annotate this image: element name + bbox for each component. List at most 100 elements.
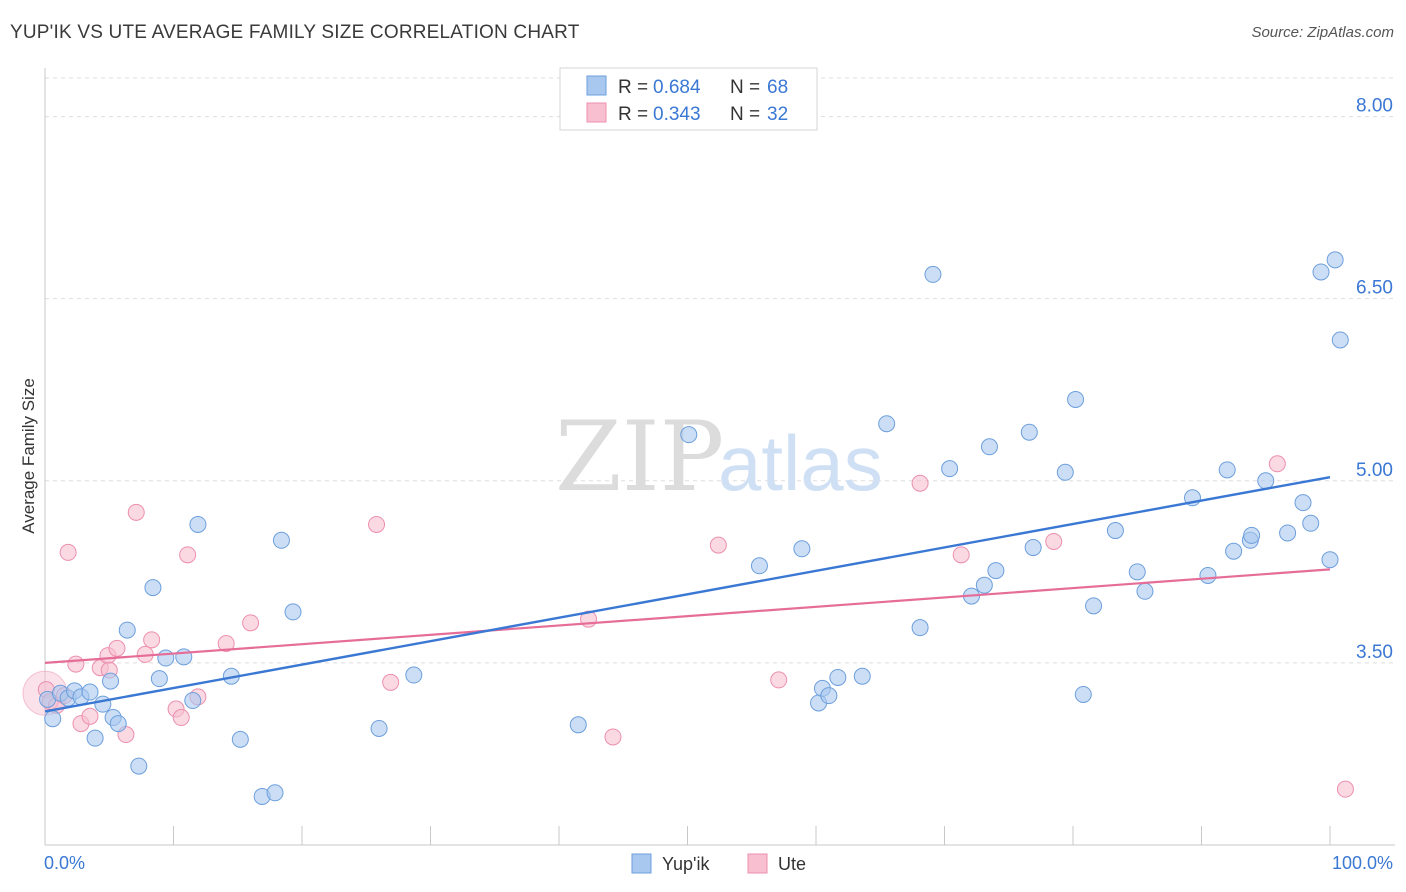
trend-lines bbox=[44, 475, 1331, 713]
yupik-point bbox=[184, 692, 202, 710]
yupik-point bbox=[829, 668, 847, 686]
y-tick-labels: 3.50 5.00 6.50 8.00 bbox=[1356, 96, 1393, 663]
yupik-point bbox=[878, 415, 896, 433]
legend-bottom: Yup'ik Ute bbox=[631, 853, 806, 874]
ute-point bbox=[709, 536, 727, 554]
yupik-point bbox=[1279, 524, 1297, 542]
yupik-point bbox=[1106, 522, 1124, 540]
yupik-point bbox=[987, 562, 1005, 580]
yupik-point bbox=[405, 666, 423, 684]
legend-ute-r-label: R = bbox=[618, 104, 648, 125]
yupik-point bbox=[175, 648, 193, 666]
ute-point bbox=[1045, 532, 1063, 550]
yupik-point bbox=[1331, 331, 1349, 349]
chart-title: YUP'IK VS UTE AVERAGE FAMILY SIZE CORREL… bbox=[10, 22, 580, 43]
legend-yupik-r-value: 0.684 bbox=[653, 77, 701, 98]
x-tick-labels: 0.0% 100.0% bbox=[44, 853, 1393, 873]
yupik-point bbox=[86, 729, 104, 747]
yupik-point bbox=[44, 710, 62, 728]
yupik-point bbox=[911, 619, 929, 637]
yupik-point bbox=[1302, 514, 1320, 532]
yupik-point bbox=[941, 460, 959, 478]
yupik-point bbox=[130, 757, 148, 775]
legend-yupik-r-label: R = bbox=[618, 77, 648, 98]
axes bbox=[44, 68, 1395, 846]
ute-point bbox=[952, 546, 970, 564]
ute-point bbox=[179, 546, 197, 564]
yupik-point bbox=[157, 649, 175, 667]
legend-yupik-n-value: 68 bbox=[767, 77, 788, 98]
y-tick-label: 3.50 bbox=[1356, 642, 1393, 663]
ute-point bbox=[143, 631, 161, 649]
ute-point bbox=[770, 671, 788, 689]
yupik-point bbox=[924, 265, 942, 283]
legend-bottom-ute-swatch bbox=[747, 853, 768, 874]
yupik-point bbox=[1199, 566, 1217, 584]
yupik-point bbox=[1326, 251, 1344, 269]
yupik-point bbox=[853, 667, 871, 685]
yupik-point bbox=[118, 621, 136, 639]
yupik-point bbox=[1243, 526, 1261, 544]
x-tick-label-min: 0.0% bbox=[44, 853, 85, 873]
ute-point bbox=[67, 655, 85, 673]
yupik-point bbox=[102, 672, 120, 690]
ute-point bbox=[911, 474, 929, 492]
yupik-point bbox=[266, 784, 284, 802]
y-axis-label: Average Family Size bbox=[19, 378, 38, 534]
yupik-point bbox=[1128, 563, 1146, 581]
yupik-point bbox=[1020, 423, 1038, 441]
yupik-point bbox=[1056, 463, 1074, 481]
watermark: ZIP atlas bbox=[555, 401, 883, 513]
ute-points bbox=[22, 455, 1354, 798]
yupik-point bbox=[1218, 461, 1236, 479]
yupik-point bbox=[1257, 472, 1275, 490]
ute-point bbox=[242, 614, 260, 632]
legend-bottom-ute-label: Ute bbox=[778, 854, 806, 874]
yupik-point bbox=[1312, 263, 1330, 281]
yupik-point bbox=[793, 540, 811, 558]
ute-point bbox=[108, 639, 126, 657]
yupik-point bbox=[272, 531, 290, 549]
legend-bottom-yupik-swatch bbox=[631, 853, 652, 874]
yupik-point bbox=[1294, 494, 1312, 512]
yupik-point bbox=[144, 579, 162, 597]
yupik-point bbox=[1225, 542, 1243, 560]
legend-ute-swatch bbox=[586, 102, 607, 123]
ute-point bbox=[1268, 455, 1286, 473]
yupik-trend-line bbox=[44, 475, 1331, 713]
yupik-point bbox=[1136, 582, 1154, 600]
legend-ute-n-label: N = bbox=[730, 104, 760, 125]
yupik-point bbox=[370, 719, 388, 737]
yupik-point bbox=[150, 670, 168, 688]
ute-point bbox=[172, 709, 190, 727]
yupik-point bbox=[569, 716, 587, 734]
yupik-point bbox=[231, 730, 249, 748]
grid-lines bbox=[45, 77, 1395, 664]
legend-ute-r-value: 0.343 bbox=[653, 104, 701, 125]
watermark-zip: ZIP bbox=[555, 401, 724, 513]
ute-point bbox=[1336, 780, 1354, 798]
ute-point bbox=[604, 728, 622, 746]
legend-yupik-swatch bbox=[586, 75, 607, 96]
ute-point bbox=[127, 503, 145, 521]
yupik-point bbox=[680, 426, 698, 444]
ute-point bbox=[217, 634, 235, 652]
yupik-point bbox=[1067, 390, 1085, 408]
x-tick-label-max: 100.0% bbox=[1332, 853, 1393, 873]
legend-ute-n-value: 32 bbox=[767, 104, 788, 125]
legend-yupik-n-label: N = bbox=[730, 77, 760, 98]
yupik-point bbox=[980, 438, 998, 456]
yupik-point bbox=[820, 687, 838, 705]
chart-source: Source: ZipAtlas.com bbox=[1251, 24, 1394, 41]
ute-point bbox=[382, 673, 400, 691]
y-tick-label: 6.50 bbox=[1356, 278, 1393, 299]
ute-trend-line bbox=[44, 568, 1331, 664]
y-tick-label: 5.00 bbox=[1356, 460, 1393, 481]
ute-point bbox=[81, 707, 99, 725]
yupik-point bbox=[750, 557, 768, 575]
yupik-point bbox=[1321, 551, 1339, 569]
yupik-point bbox=[81, 683, 99, 701]
yupik-point bbox=[94, 695, 112, 713]
yupik-point bbox=[1024, 539, 1042, 557]
